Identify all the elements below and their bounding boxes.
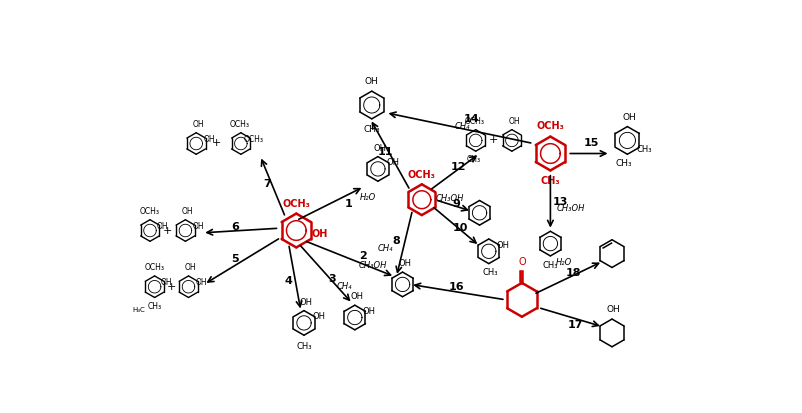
Text: +: +: [163, 225, 172, 235]
Text: OCH₃: OCH₃: [282, 199, 310, 209]
Text: 7: 7: [263, 179, 271, 189]
Text: 1: 1: [345, 199, 353, 209]
Text: 2: 2: [358, 251, 367, 261]
Text: OCH₃: OCH₃: [243, 135, 263, 144]
Text: 14: 14: [464, 114, 480, 124]
Text: 8: 8: [392, 235, 400, 245]
Text: OH: OH: [161, 278, 172, 287]
Text: 13: 13: [553, 197, 568, 207]
Text: OH: OH: [204, 135, 215, 144]
Text: CH₃: CH₃: [467, 155, 481, 164]
Text: H₂O: H₂O: [360, 193, 376, 202]
Text: CH₃: CH₃: [541, 176, 561, 186]
Text: OH: OH: [192, 222, 205, 231]
Text: OH: OH: [606, 305, 621, 314]
Text: OH: OH: [496, 241, 509, 249]
Text: 3: 3: [328, 274, 335, 284]
Text: OH: OH: [374, 144, 387, 153]
Text: OCH₃: OCH₃: [537, 121, 565, 131]
Text: CH₃: CH₃: [148, 302, 162, 311]
Text: CH₃: CH₃: [483, 268, 498, 278]
Text: OH: OH: [623, 113, 637, 122]
Text: OH: OH: [311, 229, 327, 240]
Text: OH: OH: [192, 120, 205, 129]
Text: OH: OH: [350, 292, 363, 301]
Text: CH₄: CH₄: [455, 122, 470, 131]
Text: CH₃: CH₃: [296, 342, 312, 351]
Text: 15: 15: [584, 138, 599, 149]
Text: CH₄: CH₄: [378, 244, 393, 253]
Text: OH: OH: [182, 207, 193, 216]
Text: 9: 9: [452, 199, 460, 209]
Text: OCH₃: OCH₃: [408, 170, 435, 180]
Text: OH: OH: [363, 307, 376, 316]
Text: 16: 16: [448, 282, 464, 292]
Text: +: +: [488, 135, 498, 145]
Text: 4: 4: [285, 275, 293, 285]
Text: CH₃OH: CH₃OH: [359, 261, 387, 270]
Text: CH₃OH: CH₃OH: [557, 204, 585, 214]
Text: H₂O: H₂O: [556, 259, 573, 267]
Text: OH: OH: [508, 116, 520, 126]
Text: OH: OH: [386, 158, 399, 167]
Text: OH: OH: [156, 222, 168, 231]
Text: OH: OH: [399, 259, 411, 268]
Text: CH₃: CH₃: [637, 145, 652, 154]
Text: OCH₃: OCH₃: [229, 120, 249, 129]
Text: OH: OH: [196, 278, 208, 287]
Text: +: +: [212, 138, 221, 149]
Text: +: +: [167, 282, 176, 292]
Text: CH₃: CH₃: [615, 159, 632, 168]
Text: OH: OH: [365, 77, 379, 86]
Text: 17: 17: [568, 320, 584, 330]
Text: OCH₃: OCH₃: [464, 116, 484, 126]
Text: OH: OH: [185, 263, 196, 272]
Text: 11: 11: [378, 147, 393, 157]
Text: 18: 18: [565, 268, 581, 278]
Text: H₃C: H₃C: [133, 307, 146, 313]
Text: OCH₃: OCH₃: [140, 207, 160, 216]
Text: CH₄: CH₄: [337, 282, 353, 291]
Text: CH₃: CH₃: [363, 125, 380, 134]
Text: 10: 10: [452, 223, 468, 233]
Text: CH₃OH: CH₃OH: [436, 194, 464, 203]
Text: OH: OH: [312, 312, 325, 321]
Text: O: O: [518, 257, 526, 268]
Text: OH: OH: [300, 298, 313, 306]
Text: CH₃: CH₃: [543, 261, 558, 270]
Text: 12: 12: [450, 161, 466, 171]
Text: 5: 5: [231, 254, 238, 264]
Text: 6: 6: [231, 222, 239, 232]
Text: OCH₃: OCH₃: [144, 263, 164, 272]
